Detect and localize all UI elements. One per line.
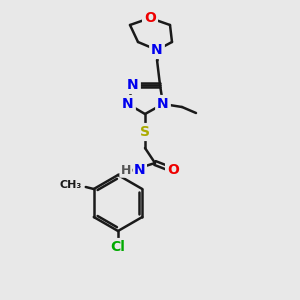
Text: O: O: [144, 11, 156, 25]
Text: N: N: [122, 97, 134, 111]
Text: N: N: [127, 78, 139, 92]
Text: N: N: [134, 163, 146, 177]
Text: N: N: [151, 43, 163, 57]
Text: H: H: [121, 164, 131, 176]
Text: Cl: Cl: [111, 240, 125, 254]
Text: CH₃: CH₃: [59, 180, 82, 190]
Text: N: N: [157, 97, 169, 111]
Text: O: O: [167, 163, 179, 177]
Text: S: S: [140, 125, 150, 139]
